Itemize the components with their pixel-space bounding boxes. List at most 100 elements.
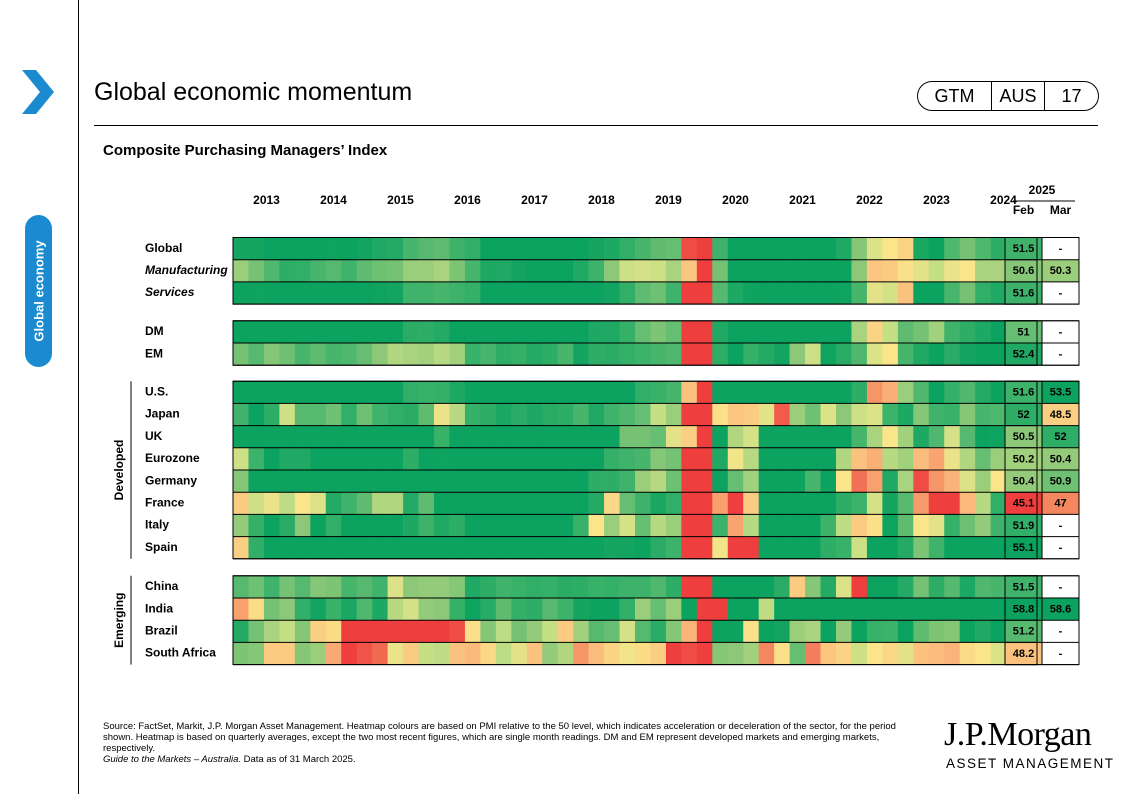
heatmap-cell [620,238,636,261]
heatmap-cell [480,381,496,404]
heatmap-cell [604,537,620,560]
heatmap-cell [310,381,326,404]
heatmap-cell [929,642,945,665]
heatmap-cell [882,321,898,344]
heatmap-cell [589,403,605,426]
heatmap-cell [851,282,867,305]
heatmap-cell [372,403,388,426]
heatmap-cell [650,321,666,344]
heatmap-cell [558,343,574,366]
heatmap-cell [341,321,357,344]
heatmap-cell [960,470,976,493]
recent-value-label: 51.6 [1013,287,1034,299]
heatmap-cell [449,403,465,426]
heatmap-cell [310,426,326,449]
heatmap-cell [480,282,496,305]
heatmap-cell [542,642,558,665]
heatmap-cell [666,381,682,404]
heatmap-cell [929,403,945,426]
heatmap-cell [357,321,373,344]
heatmap-cell [558,470,574,493]
heatmap-cell [960,576,976,599]
heatmap-cell [233,321,249,344]
heatmap-cell [759,343,775,366]
heatmap-cell [527,381,543,404]
heatmap-cell [960,343,976,366]
heatmap-cell [991,620,1007,643]
heatmap-cell [388,381,404,404]
heatmap-cell [821,343,837,366]
heatmap-cell [542,448,558,471]
heatmap-cell [851,492,867,515]
heatmap-cell [790,537,806,560]
heatmap-cell [372,381,388,404]
heatmap-cell [913,642,929,665]
heatmap-cell [558,282,574,305]
heatmap-cell [233,426,249,449]
heatmap-cell [372,492,388,515]
heatmap-cell [620,470,636,493]
heatmap-cell [511,537,527,560]
heatmap-cell [511,260,527,283]
heatmap-cell [681,470,697,493]
heatmap-cell [465,403,481,426]
heatmap-cell [635,260,651,283]
heatmap-cell [774,426,790,449]
heatmap-cell [558,598,574,621]
heatmap-cell [867,620,883,643]
row-label: Italy [145,518,169,532]
recent-year-label: 2025 [1029,183,1056,197]
heatmap-cell [248,470,264,493]
heatmap-cell [790,448,806,471]
recent-value-label: 58.8 [1013,604,1034,616]
heatmap-cell [604,238,620,261]
heatmap-cell [264,282,280,305]
recent-value-label: - [1059,626,1063,638]
heatmap-cell [573,620,589,643]
heatmap-cell [449,448,465,471]
heatmap-cell [264,343,280,366]
heatmap-cell [697,260,713,283]
heatmap-cell [805,492,821,515]
heatmap-cell [496,514,512,537]
heatmap-cell [527,448,543,471]
heatmap-cell [728,343,744,366]
heatmap-cell [357,514,373,537]
heatmap-cell [805,238,821,261]
heatmap-cell [295,282,311,305]
heatmap-cell [295,343,311,366]
heatmap-cell [279,238,295,261]
heatmap-cell [496,381,512,404]
heatmap-cell [929,598,945,621]
heatmap-cell [248,576,264,599]
heatmap-cell [759,238,775,261]
heatmap-cell [279,282,295,305]
heatmap-cell [326,620,342,643]
heatmap-cell [712,576,728,599]
heatmap-cell [697,642,713,665]
heatmap-cell [836,403,852,426]
heatmap-cell [666,514,682,537]
heatmap-cell [666,492,682,515]
heatmap-cell [511,492,527,515]
heatmap-cell [465,238,481,261]
heatmap-cell [388,403,404,426]
recent-value-label: - [1059,581,1063,593]
heatmap-cell [341,343,357,366]
heatmap-cell [434,576,450,599]
heatmap-cell [496,492,512,515]
heatmap-cell [728,381,744,404]
heatmap-cell [635,403,651,426]
row-label: Japan [145,407,180,421]
heatmap-cell [635,426,651,449]
heatmap-cell [851,321,867,344]
heatmap-cell [326,282,342,305]
heatmap-cell [341,620,357,643]
heatmap-cell [589,238,605,261]
heatmap-cell [805,260,821,283]
heatmap-cell [929,514,945,537]
heatmap-cell [697,381,713,404]
recent-value-label: - [1059,349,1063,361]
heatmap-cell [248,238,264,261]
heatmap-cell [604,426,620,449]
